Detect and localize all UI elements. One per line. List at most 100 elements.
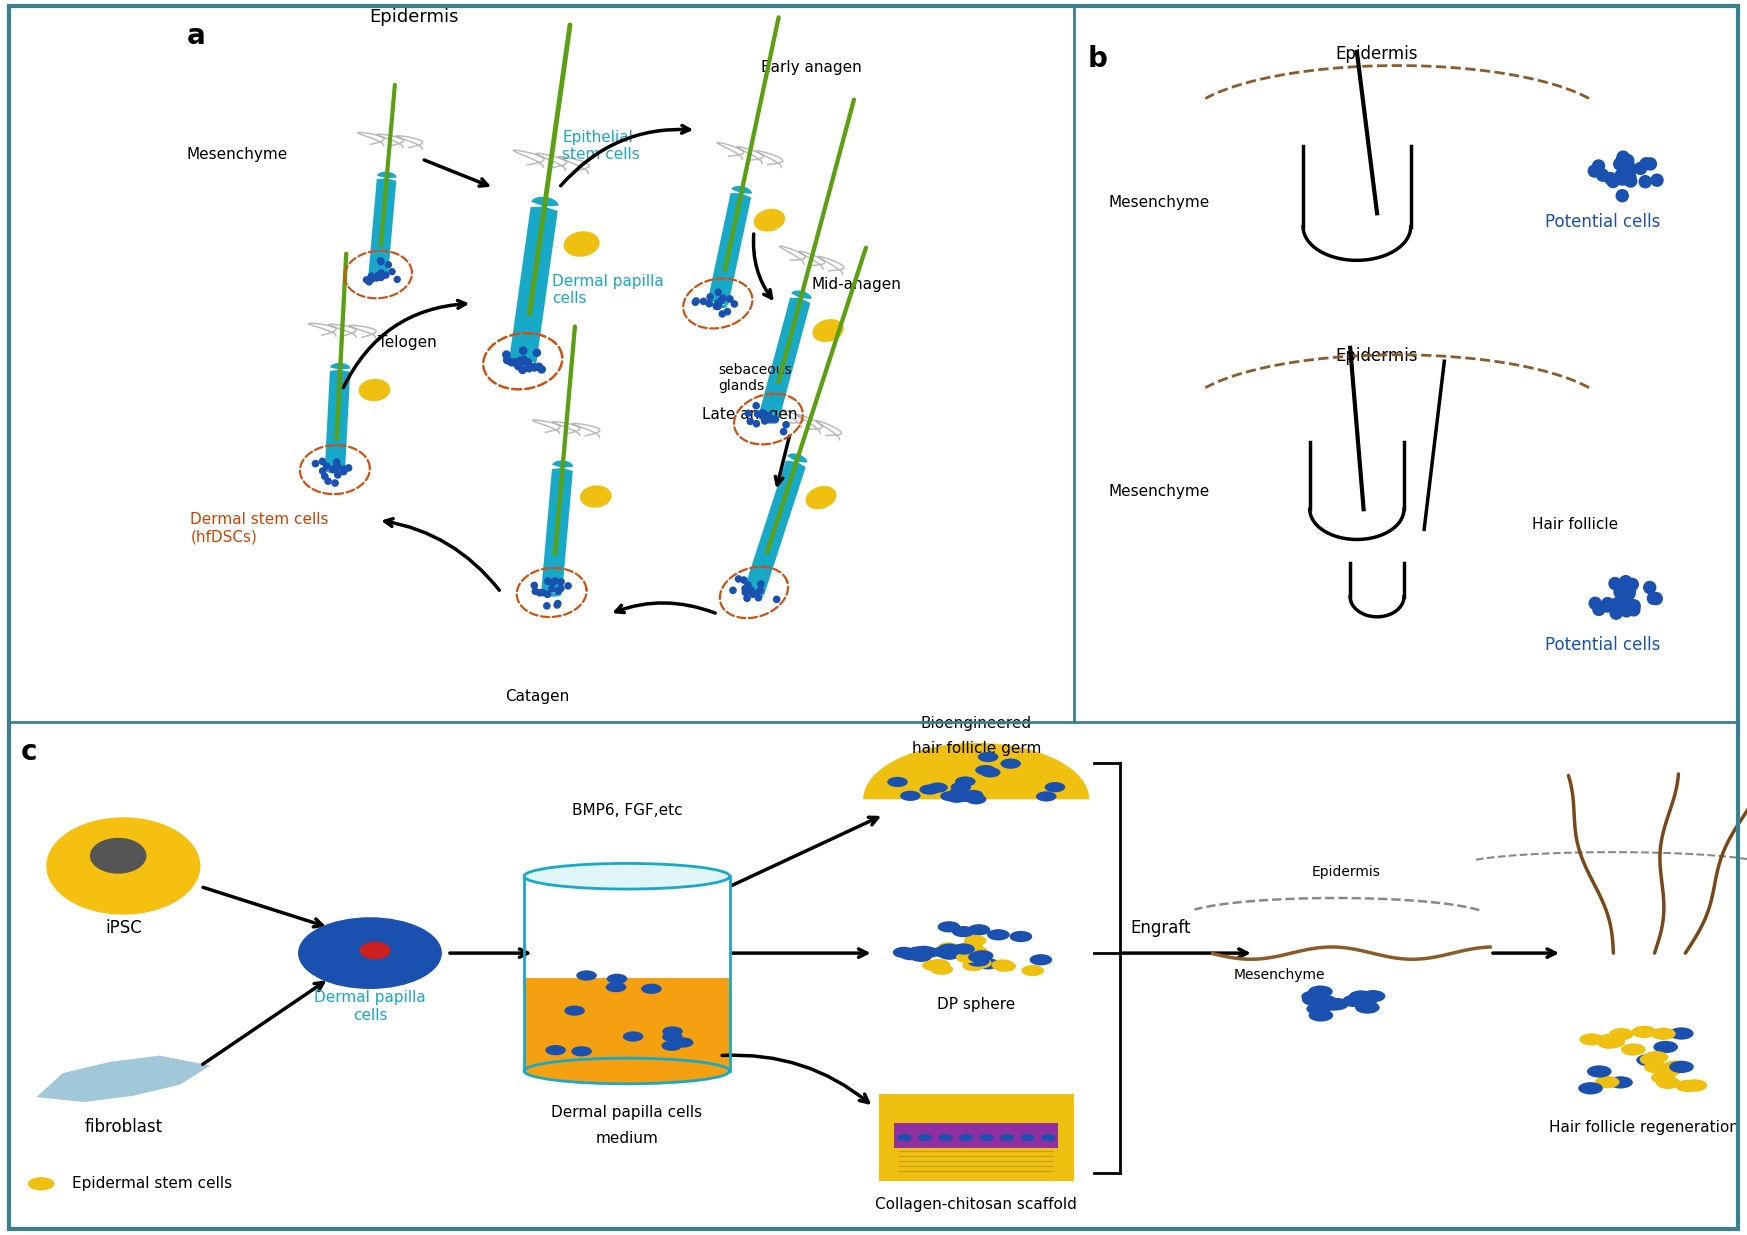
- Circle shape: [765, 414, 774, 421]
- Circle shape: [543, 590, 552, 598]
- Circle shape: [1352, 997, 1377, 1009]
- Circle shape: [363, 277, 370, 284]
- Circle shape: [1309, 986, 1333, 998]
- Text: Catagen: Catagen: [505, 689, 570, 704]
- Circle shape: [980, 1134, 994, 1141]
- Circle shape: [531, 582, 538, 589]
- Ellipse shape: [580, 485, 611, 508]
- Circle shape: [377, 269, 384, 277]
- Text: c: c: [21, 737, 37, 766]
- Circle shape: [933, 946, 954, 957]
- Circle shape: [1639, 157, 1653, 170]
- Circle shape: [1663, 1061, 1688, 1073]
- Circle shape: [549, 585, 556, 593]
- Circle shape: [1625, 174, 1637, 188]
- Circle shape: [1605, 175, 1619, 188]
- Circle shape: [519, 356, 528, 364]
- Circle shape: [746, 587, 753, 594]
- Circle shape: [369, 275, 376, 283]
- Circle shape: [765, 415, 772, 422]
- Circle shape: [1616, 151, 1630, 164]
- Circle shape: [510, 358, 519, 367]
- Text: Epidermis: Epidermis: [370, 7, 459, 26]
- Circle shape: [332, 479, 339, 487]
- Circle shape: [748, 587, 755, 594]
- Circle shape: [1592, 159, 1605, 173]
- Circle shape: [957, 792, 977, 802]
- Circle shape: [949, 946, 971, 957]
- Circle shape: [783, 421, 790, 429]
- Circle shape: [311, 459, 320, 467]
- Circle shape: [762, 417, 769, 425]
- Circle shape: [765, 416, 772, 424]
- Circle shape: [1592, 603, 1605, 616]
- Circle shape: [940, 792, 961, 802]
- Circle shape: [1616, 189, 1628, 203]
- Circle shape: [980, 767, 1001, 778]
- Circle shape: [1642, 580, 1656, 594]
- Circle shape: [912, 946, 935, 957]
- Circle shape: [321, 473, 328, 480]
- Circle shape: [564, 582, 571, 589]
- Circle shape: [999, 1134, 1015, 1141]
- Circle shape: [1623, 584, 1637, 598]
- Circle shape: [662, 1031, 683, 1042]
- Circle shape: [950, 782, 971, 793]
- Circle shape: [977, 958, 999, 969]
- Circle shape: [753, 589, 760, 598]
- Text: b: b: [1088, 46, 1108, 73]
- Circle shape: [662, 1026, 683, 1036]
- Circle shape: [701, 298, 708, 305]
- Circle shape: [741, 584, 749, 593]
- Polygon shape: [758, 290, 812, 424]
- Circle shape: [320, 467, 327, 475]
- Circle shape: [756, 580, 765, 588]
- Circle shape: [377, 274, 384, 282]
- Text: hair follicle germ: hair follicle germ: [912, 741, 1041, 756]
- Circle shape: [388, 268, 395, 275]
- Circle shape: [533, 348, 542, 357]
- Circle shape: [938, 948, 961, 960]
- Circle shape: [956, 952, 978, 963]
- Wedge shape: [863, 743, 1090, 799]
- Circle shape: [763, 411, 772, 420]
- Text: Bioengineered: Bioengineered: [921, 715, 1032, 731]
- Circle shape: [1621, 1044, 1646, 1056]
- Circle shape: [1041, 1134, 1055, 1141]
- Text: Epithelial
stem cells: Epithelial stem cells: [563, 130, 639, 162]
- Circle shape: [966, 956, 989, 967]
- Circle shape: [507, 358, 515, 367]
- Circle shape: [1609, 1076, 1633, 1088]
- Circle shape: [744, 582, 751, 589]
- Circle shape: [723, 308, 732, 315]
- Circle shape: [952, 944, 975, 955]
- Circle shape: [947, 793, 968, 803]
- Polygon shape: [508, 196, 559, 367]
- Circle shape: [501, 351, 510, 359]
- Circle shape: [893, 947, 915, 958]
- Circle shape: [1621, 159, 1635, 173]
- Text: Dermal papilla cells: Dermal papilla cells: [552, 1105, 702, 1120]
- Circle shape: [744, 410, 751, 417]
- Circle shape: [900, 790, 921, 802]
- Circle shape: [938, 921, 961, 932]
- Circle shape: [673, 1037, 694, 1047]
- Text: Dermal stem cells
(hfDSCs): Dermal stem cells (hfDSCs): [190, 513, 328, 545]
- Circle shape: [1656, 1077, 1681, 1089]
- Ellipse shape: [753, 209, 784, 232]
- Circle shape: [1309, 1009, 1333, 1021]
- Circle shape: [744, 587, 751, 594]
- Circle shape: [713, 303, 720, 310]
- Circle shape: [758, 409, 767, 416]
- Circle shape: [374, 272, 381, 279]
- Circle shape: [1604, 172, 1618, 185]
- Circle shape: [715, 299, 722, 308]
- Circle shape: [954, 945, 977, 956]
- Circle shape: [554, 587, 563, 595]
- Circle shape: [716, 298, 725, 305]
- Circle shape: [1623, 170, 1637, 184]
- Circle shape: [365, 278, 372, 285]
- Circle shape: [917, 1134, 933, 1141]
- Circle shape: [741, 589, 749, 597]
- Circle shape: [956, 777, 975, 787]
